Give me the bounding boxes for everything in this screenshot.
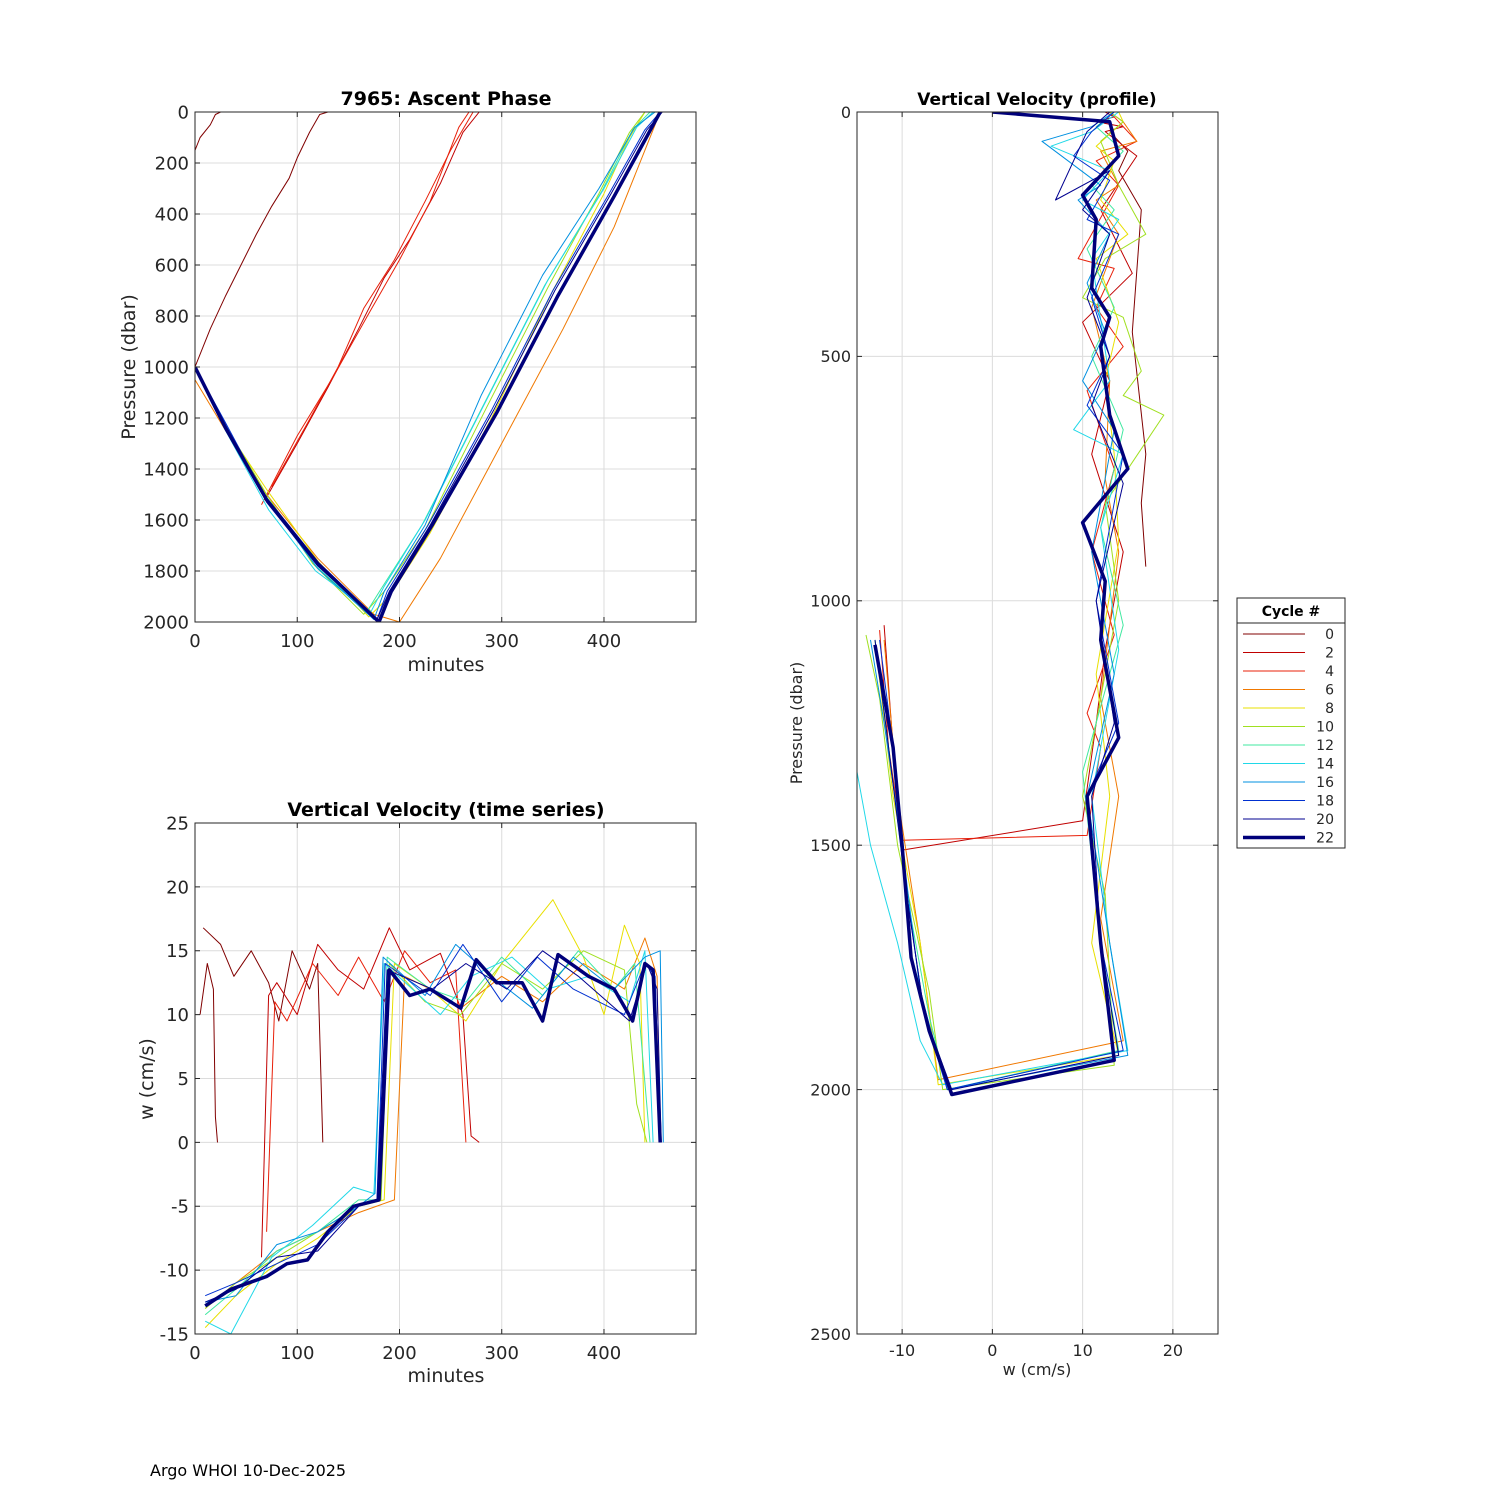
ascent-ytick-label-7: 1400 (143, 459, 189, 480)
timeseries-ytick-label-6: -5 (171, 1197, 189, 1218)
timeseries-ytick-label-7: -10 (160, 1261, 189, 1282)
profile-series-cycle-10 (865, 112, 1165, 1091)
ascent-ytick-label-9: 1800 (143, 561, 189, 582)
profile-xlabel: w (cm/s) (1003, 1360, 1072, 1379)
timeseries-xtick-label-2: 200 (382, 1343, 416, 1364)
profile-xtick-label-1: 0 (987, 1341, 997, 1360)
profile-ylabel: Pressure (dbar) (787, 662, 806, 785)
profile-xtick-label-2: 10 (1072, 1341, 1092, 1360)
ascent-ytick-label-1: 200 (155, 153, 189, 174)
ascent-ytick-label-2: 400 (155, 204, 189, 225)
legend-label-cycle-6: 6 (1325, 683, 1334, 699)
ascent-ytick-label-0: 0 (178, 102, 189, 123)
legend-label-cycle-18: 18 (1316, 794, 1334, 810)
ascent-title: 7965: Ascent Phase (341, 88, 552, 110)
profile-ticks: -10 0 10 20 0 500 1000 1500 2000 2500 (810, 103, 1218, 1360)
legend-label-cycle-12: 12 (1316, 738, 1334, 754)
timeseries-ticks: 0 100 200 300 400 25 20 15 10 5 0 -5 -10 -15 (160, 813, 696, 1364)
timeseries-series-group (199, 899, 664, 1334)
legend-label-cycle-10: 10 (1316, 720, 1334, 736)
profile-ytick-label-4: 2000 (810, 1080, 851, 1099)
timeseries-xtick-label-4: 400 (587, 1343, 621, 1364)
timeseries-series-cycle-16 (205, 943, 664, 1303)
ascent-ylabel: Pressure (dbar) (118, 294, 140, 440)
ascent-series-cycle-2 (266, 112, 480, 498)
profile-ytick-label-1: 500 (820, 347, 851, 366)
ascent-xtick-label-3: 300 (485, 631, 519, 652)
ascent-xtick-label-2: 200 (382, 631, 416, 652)
ascent-ytick-label-3: 600 (155, 255, 189, 276)
timeseries-ylabel: w (cm/s) (136, 1038, 158, 1120)
ascent-ticks: 0 100 200 300 400 0 200 400 600 800 1000 1200 1400 16… (143, 102, 696, 652)
ascent-gridlines (194, 111, 696, 623)
profile-series-cycle-22 (873, 112, 1130, 1097)
ascent-ytick-label-8: 1600 (143, 510, 189, 531)
legend-box (1236, 597, 1346, 849)
ascent-xtick-label-4: 400 (587, 631, 621, 652)
timeseries-xtick-label-3: 300 (485, 1343, 519, 1364)
timeseries-xlabel: minutes (408, 1365, 485, 1387)
ascent-ytick-label-4: 800 (155, 306, 189, 327)
timeseries-series-cycle-10 (204, 950, 648, 1309)
profile-xtick-label-3: 20 (1163, 1341, 1183, 1360)
footer-text: Argo WHOI 10-Dec-2025 (150, 1461, 347, 1480)
ascent-series-group (195, 112, 663, 622)
profile-plot-background (857, 112, 1218, 1334)
profile-panel: -10 0 10 20 0 500 1000 1500 2000 2500 Vertical Ve… (787, 90, 1219, 1379)
timeseries-panel: 0 100 200 300 400 25 20 15 10 5 0 -5 -10 -15 Vertical… (136, 799, 697, 1387)
legend-label-cycle-0: 0 (1325, 627, 1334, 643)
legend-label-cycle-16: 16 (1316, 775, 1334, 791)
timeseries-ytick-label-4: 5 (178, 1069, 189, 1090)
ascent-series-cycle-4b (261, 112, 470, 505)
profile-series-cycle-4 (879, 112, 1138, 841)
legend-label-cycle-22: 22 (1316, 831, 1334, 847)
legend-title: Cycle # (1262, 604, 1321, 620)
legend-label-cycle-4: 4 (1325, 664, 1334, 680)
legend-label-cycle-2: 2 (1325, 646, 1334, 662)
timeseries-ytick-label-1: 20 (166, 877, 189, 898)
profile-series-group (857, 112, 1165, 1097)
timeseries-series-cycle-2 (261, 927, 480, 1258)
timeseries-title: Vertical Velocity (time series) (287, 799, 604, 821)
timeseries-ytick-label-8: -15 (160, 1324, 189, 1345)
ascent-ytick-label-6: 1200 (143, 408, 189, 429)
profile-series-cycle-14 (857, 112, 1129, 1086)
legend-label-cycle-8: 8 (1325, 701, 1334, 717)
ascent-xtick-label-1: 100 (280, 631, 314, 652)
profile-gridlines (857, 111, 1218, 1335)
profile-ytick-label-5: 2500 (810, 1325, 851, 1344)
legend: Cycle # 0 2 4 6 8 10 12 14 16 18 20 22 (1236, 597, 1346, 849)
timeseries-xtick-label-0: 0 (189, 1343, 200, 1364)
timeseries-series-cycle-4 (266, 950, 467, 1232)
ascent-ytick-label-5: 1000 (143, 357, 189, 378)
timeseries-xtick-label-1: 100 (280, 1343, 314, 1364)
ascent-series-cycle-0 (195, 112, 221, 151)
legend-entries: 0 2 4 6 8 10 12 14 16 18 20 22 (1243, 627, 1334, 847)
ascent-series-cycle-14 (195, 112, 654, 613)
timeseries-ytick-label-3: 10 (166, 1005, 189, 1026)
timeseries-ytick-label-5: 0 (178, 1133, 189, 1154)
profile-xtick-label-0: -10 (889, 1341, 915, 1360)
timeseries-series-cycle-0b (202, 927, 324, 1143)
ascent-panel: 0 100 200 300 400 0 200 400 600 800 1000 1200 1400 16… (118, 88, 697, 676)
ascent-series-cycle-10 (195, 112, 646, 615)
ascent-xtick-label-0: 0 (189, 631, 200, 652)
timeseries-ytick-label-0: 25 (166, 813, 189, 834)
profile-ytick-label-0: 0 (841, 103, 851, 122)
timeseries-series-cycle-0 (199, 963, 218, 1143)
profile-ytick-label-3: 1500 (810, 836, 851, 855)
profile-title: Vertical Velocity (profile) (917, 90, 1156, 110)
legend-label-cycle-20: 20 (1316, 812, 1334, 828)
ascent-series-cycle-22 (195, 112, 662, 622)
legend-label-cycle-14: 14 (1316, 757, 1334, 773)
ascent-xlabel: minutes (408, 654, 485, 676)
timeseries-series-cycle-22 (204, 952, 662, 1308)
profile-ytick-label-2: 1000 (810, 592, 851, 611)
profile-axes-box (856, 111, 1219, 1335)
profile-series-cycle-0 (1109, 131, 1147, 567)
ascent-ytick-label-10: 2000 (143, 612, 189, 633)
ascent-series-cycle-0b (195, 112, 329, 368)
timeseries-ytick-label-2: 15 (166, 941, 189, 962)
